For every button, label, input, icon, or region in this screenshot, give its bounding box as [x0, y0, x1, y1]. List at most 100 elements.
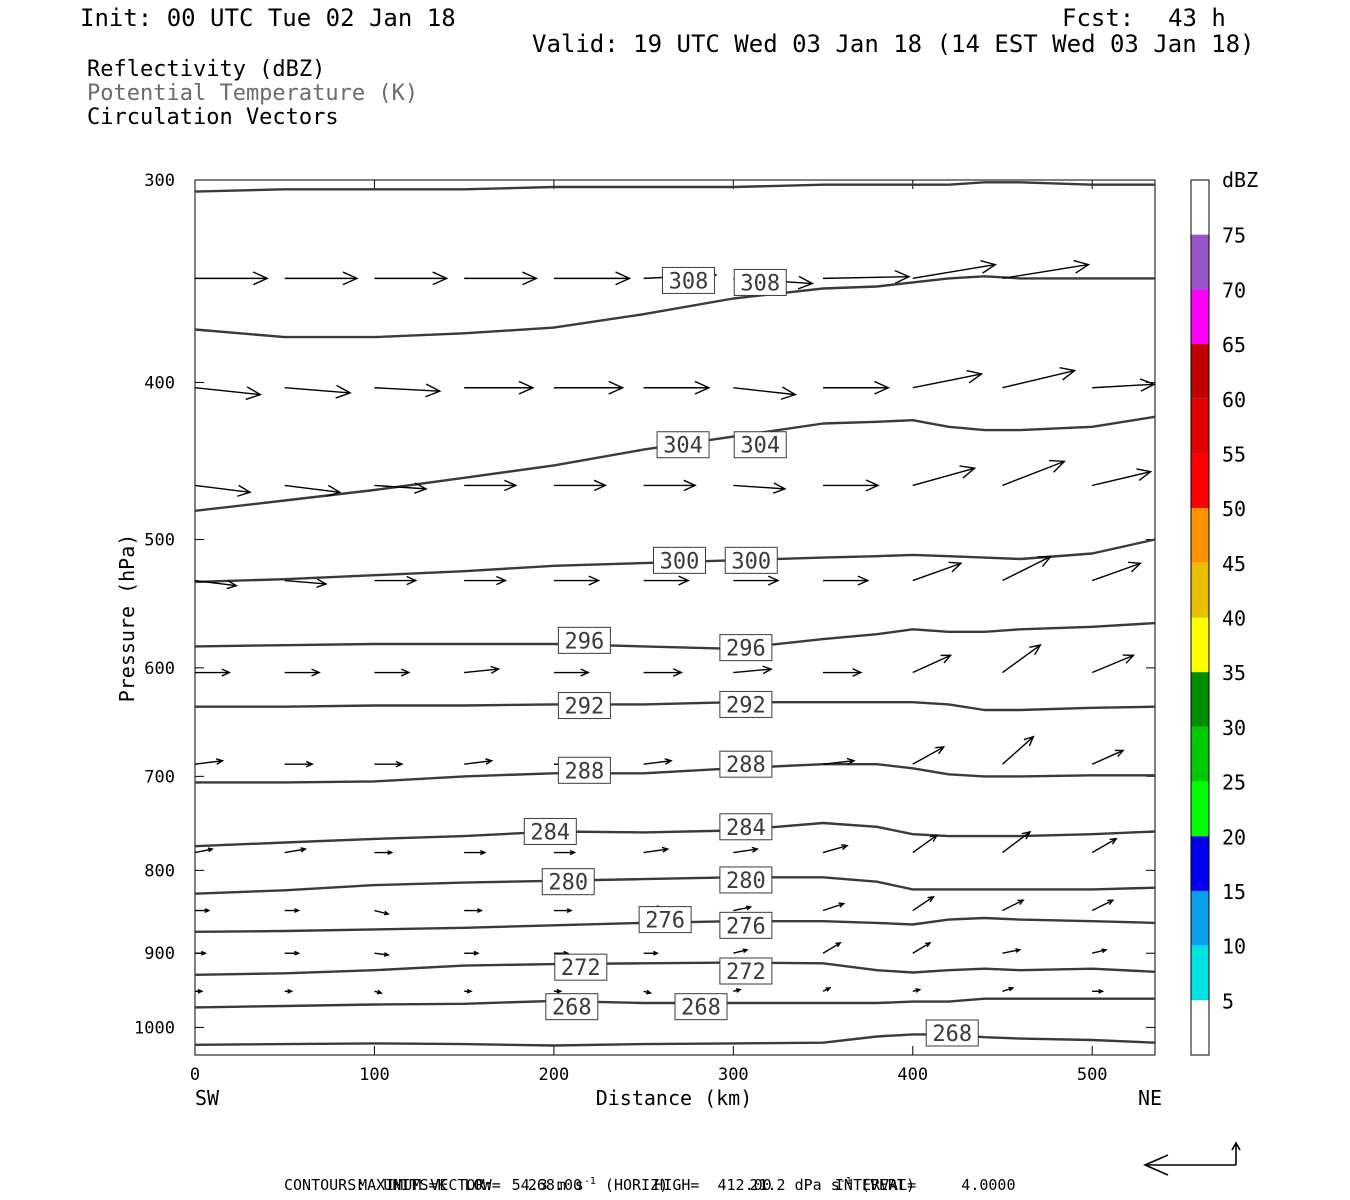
- circulation-vector: [1092, 378, 1156, 392]
- circulation-vector: [912, 834, 939, 854]
- circulation-vector: [1091, 749, 1125, 765]
- colorbar-unit: dBZ: [1222, 168, 1258, 192]
- contour-label: 272: [561, 956, 601, 981]
- circulation-vector: [912, 561, 963, 582]
- x-tick-label: 300: [718, 1065, 749, 1085]
- circulation-vector: [553, 575, 601, 586]
- y-tick-label: 1000: [134, 1018, 175, 1038]
- circulation-vector: [912, 895, 935, 912]
- circulation-vector: [194, 386, 263, 401]
- contour-label: 308: [740, 271, 780, 296]
- contour-label-box: [724, 546, 778, 574]
- circulation-vector: [823, 380, 891, 395]
- circulation-vector: [643, 846, 670, 854]
- circulation-vector: [733, 948, 749, 954]
- vert-suffix: (VERT): [860, 1176, 915, 1194]
- colorbar-level-label: 15: [1222, 880, 1246, 904]
- circulation-vector: [553, 668, 590, 677]
- contour-label-box: [719, 634, 773, 662]
- field-potential-temperature: Potential Temperature (K): [87, 81, 419, 106]
- field-circulation-vectors: Circulation Vectors: [87, 105, 339, 130]
- forecast-label: Fcst:: [1062, 4, 1135, 32]
- theta-contour-line: [194, 181, 1155, 193]
- circulation-vector: [284, 578, 328, 588]
- circulation-vector: [912, 988, 922, 993]
- colorbar-segment: [1191, 234, 1209, 290]
- circulation-vector: [464, 950, 480, 956]
- circulation-vector: [464, 988, 473, 994]
- circulation-vector: [553, 479, 608, 492]
- circulation-vector: [643, 575, 691, 586]
- circulation-vector: [1091, 837, 1118, 854]
- circulation-vector: [194, 758, 225, 765]
- circulation-vector: [374, 909, 390, 916]
- circulation-vector: [464, 380, 535, 395]
- max-vector-line: MAXIMUM VECTOR: 54.3 m s-1 (HORIZ) 21.2 …: [340, 1158, 915, 1193]
- y-tick-label: 500: [144, 531, 175, 551]
- colorbar-segment: [1191, 726, 1209, 782]
- circulation-vector: [1091, 654, 1136, 674]
- colorbar-segment: [1191, 508, 1209, 563]
- circulation-vector: [1091, 561, 1142, 582]
- circulation-vector: [822, 987, 832, 992]
- circulation-vector: [464, 575, 508, 586]
- circulation-vector: [195, 668, 232, 677]
- circulation-vector: [823, 575, 870, 586]
- colorbar-level-label: 30: [1222, 716, 1246, 740]
- y-tick-label: 400: [144, 373, 175, 393]
- contour-label: 268: [932, 1022, 972, 1047]
- colorbar-level-label: 50: [1222, 497, 1246, 521]
- circulation-vector: [733, 482, 787, 494]
- circulation-vector: [374, 383, 442, 398]
- circulation-vector: [912, 465, 977, 487]
- circulation-vector: [1091, 899, 1115, 912]
- y-axis: 300 400 500 600 700 800 900 1000: [134, 171, 1155, 1038]
- horiz-exponent: -1: [583, 1176, 596, 1187]
- circulation-vector: [553, 908, 573, 913]
- contour-label: 304: [663, 434, 703, 459]
- circulation-vector: [374, 952, 390, 957]
- contour-label: 276: [645, 909, 685, 934]
- circulation-vector: [284, 988, 294, 994]
- colorbar-level-label: 70: [1222, 278, 1246, 302]
- contour-labels: 308 308 304 304 300 300 296 296 292 292 288 288 284 2…: [523, 266, 979, 1047]
- max-vector-label: MAXIMUM VECTOR:: [358, 1176, 494, 1194]
- contour-label-box: [638, 906, 692, 934]
- circulation-vector: [823, 668, 863, 677]
- colorbar-segment: [1191, 1000, 1209, 1055]
- circulation-vector: [195, 271, 269, 286]
- colorbar-segment: [1191, 617, 1209, 673]
- max-vector-vert: 21.2 dPa s: [749, 1176, 840, 1194]
- contour-label: 284: [726, 816, 766, 841]
- circulation-vector: [374, 760, 404, 768]
- circulation-vector: [374, 989, 383, 995]
- circulation-vector: [464, 665, 501, 674]
- x-axis-right-end: NE: [1138, 1086, 1162, 1110]
- theta-contour-line: [194, 1033, 1156, 1047]
- contour-label-box: [674, 993, 728, 1021]
- circulation-vector: [374, 850, 394, 855]
- circulation-vector: [643, 758, 673, 765]
- circulation-vector: [284, 484, 342, 497]
- colorbar-segment: [1191, 672, 1209, 727]
- colorbar-segment: [1191, 344, 1209, 399]
- circulation-vector: [822, 757, 856, 766]
- circulation-vector: [464, 758, 494, 765]
- colorbar-level-label: 25: [1222, 771, 1246, 795]
- circulation-vector: [823, 479, 880, 492]
- x-axis-left-end: SW: [195, 1086, 220, 1110]
- theta-contour-line: [194, 621, 1156, 650]
- theta-contour-line: [194, 961, 1156, 976]
- y-tick-label: 300: [144, 171, 175, 191]
- forecast-hour: 43 h: [1168, 4, 1226, 32]
- circulation-vector: [733, 846, 760, 854]
- contour-label: 276: [726, 914, 766, 939]
- contour-label-box: [719, 911, 773, 939]
- circulation-vector: [1002, 259, 1091, 280]
- circulation-vector: [822, 902, 846, 912]
- circulation-vector: [823, 269, 911, 284]
- theta-contour-line: [194, 916, 1156, 933]
- plot-frame: [194, 179, 1156, 1056]
- circulation-vector: [1002, 735, 1035, 765]
- x-axis-title: Distance (km): [596, 1086, 753, 1110]
